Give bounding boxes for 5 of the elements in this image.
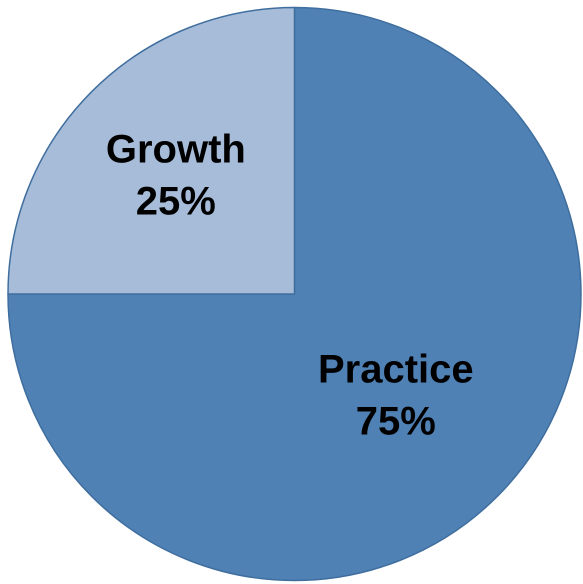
pie-slice bbox=[7, 6, 582, 581]
slice-label: Practice bbox=[318, 347, 474, 392]
data-label: 25% bbox=[136, 179, 216, 224]
slice-label: Growth bbox=[106, 127, 246, 172]
data-label: 75% bbox=[356, 399, 436, 444]
